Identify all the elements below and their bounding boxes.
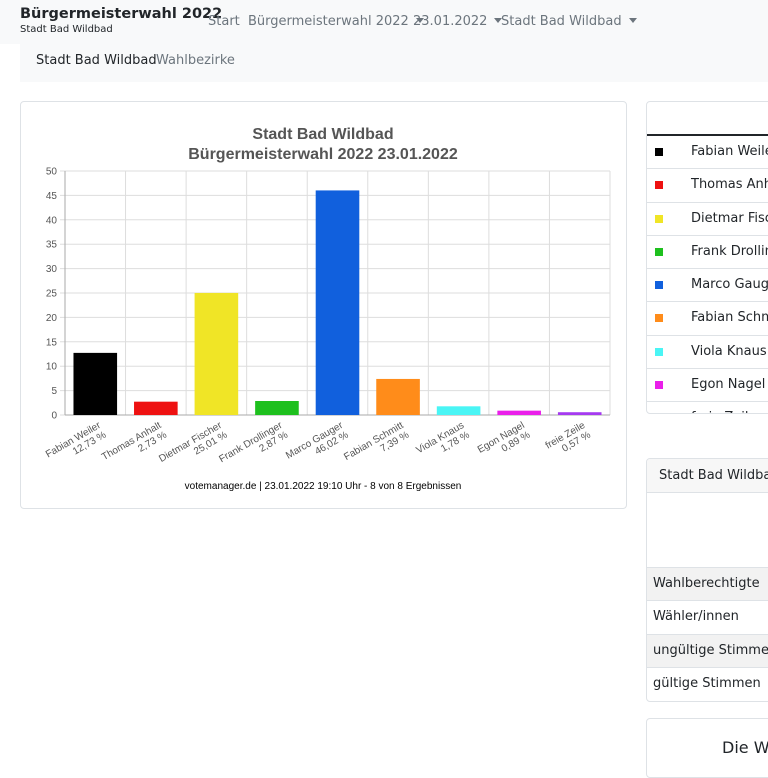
chevron-down-icon (415, 18, 424, 23)
color-swatch (655, 314, 663, 323)
nav-election-label: Bürgermeisterwahl 2022 (248, 14, 409, 29)
y-tick-label: 0 (51, 411, 57, 422)
table-row: Marco Gauger (647, 269, 768, 303)
candidate-name: Egon Nagel (691, 377, 766, 393)
bar (73, 352, 118, 415)
bar (315, 190, 360, 415)
table-body: Fabian Weiler Thomas Anhalt Dietmar Fische… (647, 136, 768, 413)
table-row: freie Zeile (647, 402, 768, 413)
chevron-down-icon (494, 18, 503, 23)
bar (436, 406, 481, 415)
chart-title: Stadt Bad Wildbad (252, 126, 393, 143)
candidate-name: Marco Gauger (691, 277, 768, 293)
color-swatch (655, 347, 663, 356)
color-swatch (655, 214, 663, 223)
candidate-name: Fabian Schmitt (691, 310, 768, 326)
bottom-card-title: Die Wa (722, 738, 768, 757)
table-row: Fabian Weiler (647, 136, 768, 170)
brand-subtitle: Stadt Bad Wildbad (20, 24, 113, 35)
color-swatch (655, 181, 663, 190)
y-tick-label: 15 (46, 337, 58, 348)
candidate-name: Fabian Weiler (691, 144, 768, 159)
nav-area-dropdown[interactable]: Stadt Bad Wildbad (501, 14, 637, 29)
nav-election-dropdown[interactable]: Bürgermeisterwahl 2022 (248, 14, 424, 29)
bar-chart: Stadt Bad Wildbad Bürgermeisterwahl 2022… (44, 126, 611, 492)
stat-valid-votes: gültige Stimmen (647, 666, 768, 700)
y-tick-label: 45 (46, 191, 58, 202)
candidates-table: Fabian Weiler Thomas Anhalt Dietmar Fische… (646, 101, 768, 414)
chart-footer: votemanager.de | 23.01.2022 19:10 Uhr - … (185, 481, 462, 492)
table-row: Thomas Anhalt (647, 169, 768, 203)
color-swatch (655, 281, 663, 290)
bar (255, 400, 299, 415)
bar (376, 378, 420, 415)
subnav-item-area[interactable]: Stadt Bad Wildbad (36, 53, 157, 68)
table-row: Dietmar Fischer (647, 203, 768, 236)
y-tick-label: 30 (46, 264, 58, 275)
nav-date-label: 23.01.2022 (413, 14, 488, 29)
y-tick-label: 40 (46, 215, 58, 226)
candidate-name: Frank Drollinger (691, 243, 768, 259)
brand-title[interactable]: Bürgermeisterwahl 2022 (20, 6, 223, 22)
top-navbar: Bürgermeisterwahl 2022 Stadt Bad Wildbad… (0, 0, 768, 44)
y-tick-label: 50 (46, 167, 58, 178)
y-tick-label: 5 (51, 386, 57, 397)
y-tick-label: 20 (46, 313, 58, 324)
stats-header: Stadt Bad Wildbad (647, 459, 768, 493)
stat-voters: Wähler/innen (647, 600, 768, 633)
stats-blank (647, 493, 768, 567)
stat-eligible-voters: Wahlberechtigte (647, 567, 768, 601)
brand[interactable]: Bürgermeisterwahl 2022 Stadt Bad Wildbad (20, 6, 222, 35)
sub-navigation: Stadt Bad Wildbad Wahlbezirke (20, 44, 768, 82)
bar (194, 292, 239, 415)
stats-card: Stadt Bad Wildbad Wahlberechtigte Wähler… (646, 458, 768, 702)
nav-start[interactable]: Start (208, 14, 240, 29)
bars (73, 190, 602, 415)
candidate-name: Dietmar Fischer (691, 210, 768, 226)
bar (497, 410, 541, 415)
stat-invalid-votes: ungültige Stimmen (647, 633, 768, 667)
chart-subtitle: Bürgermeisterwahl 2022 23.01.2022 (188, 146, 458, 163)
color-swatch (655, 148, 663, 156)
y-tick-label: 25 (46, 289, 58, 300)
table-header (647, 102, 768, 136)
table-row: Frank Drollinger (647, 236, 768, 270)
bottom-card: Die Wa (646, 718, 768, 778)
chevron-down-icon (628, 18, 637, 23)
y-tick-label: 10 (46, 362, 58, 373)
bar (134, 401, 178, 415)
candidate-name: freie Zeile (691, 410, 757, 413)
subnav-item-districts[interactable]: Wahlbezirke (156, 53, 235, 68)
table-row: Fabian Schmitt (647, 302, 768, 336)
chart-card: Stadt Bad Wildbad Bürgermeisterwahl 2022… (20, 101, 627, 509)
y-tick-label: 35 (46, 240, 58, 251)
candidate-name: Thomas Anhalt (691, 177, 768, 193)
color-swatch (655, 381, 663, 390)
nav-date-dropdown[interactable]: 23.01.2022 (413, 14, 503, 29)
bar (557, 412, 602, 415)
table-row: Egon Nagel (647, 369, 768, 403)
color-swatch (655, 247, 663, 256)
table-row: Viola Knaus (647, 336, 768, 370)
nav-start-label: Start (208, 14, 240, 29)
candidate-name: Viola Knaus (691, 343, 767, 359)
nav-area-label: Stadt Bad Wildbad (501, 14, 622, 29)
